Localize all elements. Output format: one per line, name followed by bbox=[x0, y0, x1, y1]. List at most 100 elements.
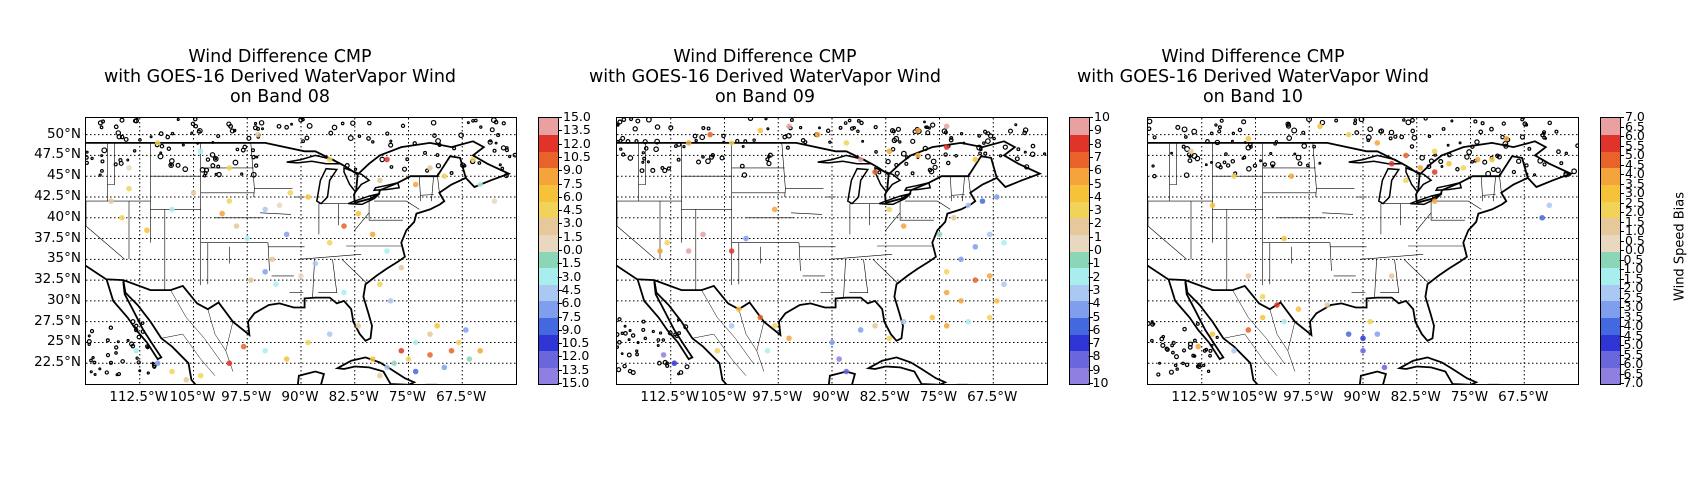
wind-bias-point bbox=[972, 277, 979, 283]
longitude-tick-label: 112.5°W bbox=[109, 389, 169, 405]
colorbar-tick bbox=[1620, 307, 1624, 308]
wind-bias-point bbox=[943, 323, 950, 329]
wind-bias-point bbox=[1446, 160, 1452, 167]
small-lake-outline bbox=[1286, 122, 1291, 127]
small-lake-outline bbox=[764, 118, 768, 121]
small-lake-outline bbox=[401, 166, 408, 172]
small-lake-outline bbox=[786, 132, 792, 139]
small-lake-outline bbox=[105, 338, 110, 343]
small-lake-outline bbox=[113, 124, 119, 130]
colorbar-tick-label: -2.0 bbox=[1619, 280, 1644, 295]
small-lake-outline bbox=[656, 338, 661, 342]
small-lake-outline bbox=[856, 129, 860, 133]
small-lake-outline bbox=[192, 118, 198, 122]
small-lake-outline bbox=[1204, 163, 1208, 167]
colorbar-tick bbox=[1620, 126, 1624, 128]
small-lake-outline bbox=[258, 120, 265, 126]
colorbar-segment bbox=[539, 184, 558, 202]
small-lake-outline bbox=[146, 371, 150, 375]
wind-bias-point bbox=[427, 331, 433, 337]
colorbar-tick bbox=[1620, 259, 1624, 261]
small-lake-outline bbox=[405, 157, 410, 162]
small-lake-outline bbox=[1171, 350, 1175, 355]
wind-bias-point bbox=[994, 194, 1000, 200]
small-lake-outline bbox=[1410, 118, 1415, 123]
small-lake-outline bbox=[665, 361, 669, 365]
small-lake-outline bbox=[622, 363, 627, 369]
small-lake-outline bbox=[371, 140, 375, 144]
wind-bias-point bbox=[843, 368, 850, 375]
small-lake-outline bbox=[1152, 135, 1157, 140]
small-lake-outline bbox=[203, 171, 208, 176]
coastline bbox=[1418, 140, 1574, 189]
colorbar-tick bbox=[1089, 223, 1093, 225]
wind-bias-point bbox=[398, 347, 405, 354]
small-lake-outline bbox=[1208, 353, 1212, 358]
small-lake-outline bbox=[1458, 141, 1462, 145]
latitude-tick-label: 42.5°N bbox=[34, 187, 81, 204]
small-lake-outline bbox=[904, 161, 909, 166]
wind-bias-point bbox=[1403, 152, 1409, 159]
small-lake-outline bbox=[120, 359, 125, 364]
colorbar-tick bbox=[558, 329, 562, 331]
small-lake-outline bbox=[1152, 322, 1156, 326]
small-lake-outline bbox=[306, 122, 313, 129]
title-line: with GOES-16 Derived WaterVapor Wind bbox=[1076, 67, 1430, 87]
state-border bbox=[638, 142, 646, 185]
colorbar-tick-label: 9.0 bbox=[563, 162, 583, 178]
wind-bias-point bbox=[664, 239, 670, 246]
small-lake-outline bbox=[894, 170, 900, 176]
small-lake-outline bbox=[1191, 128, 1198, 135]
state-border bbox=[341, 259, 368, 284]
title-line: on Band 09 bbox=[714, 87, 816, 107]
small-lake-outline bbox=[1378, 128, 1385, 134]
colorbar-tick-label: -1.5 bbox=[1619, 270, 1644, 286]
state-border bbox=[1312, 142, 1317, 198]
small-lake-outline bbox=[1148, 118, 1153, 125]
wind-bias-point bbox=[491, 198, 498, 204]
small-lake-outline bbox=[625, 139, 631, 144]
small-lake-outline bbox=[1519, 134, 1526, 140]
small-lake-outline bbox=[1478, 129, 1484, 135]
small-lake-outline bbox=[108, 360, 113, 365]
small-lake-outline bbox=[661, 338, 666, 342]
small-lake-outline bbox=[627, 338, 631, 342]
small-lake-outline bbox=[1217, 129, 1222, 134]
small-lake-outline bbox=[1426, 164, 1432, 170]
small-lake-outline bbox=[856, 118, 861, 123]
state-border bbox=[207, 309, 227, 351]
small-lake-outline bbox=[847, 118, 852, 123]
small-lake-outline bbox=[684, 364, 690, 370]
wind-bias-point bbox=[1188, 148, 1194, 155]
wind-bias-point bbox=[786, 335, 792, 342]
small-lake-outline bbox=[1464, 154, 1470, 160]
small-lake-outline bbox=[1405, 119, 1412, 126]
colorbar-tick bbox=[558, 383, 562, 384]
colorbar-segment bbox=[1070, 284, 1089, 302]
colorbar-tick-label: -3.0 bbox=[557, 268, 582, 284]
colorbar-segment bbox=[539, 334, 558, 352]
colorbar-segment bbox=[1070, 134, 1089, 152]
wind-bias-point bbox=[1431, 148, 1438, 155]
colorbar-tick-label: 10.5 bbox=[563, 148, 591, 164]
small-lake-outline bbox=[1164, 346, 1169, 351]
small-lake-outline bbox=[466, 121, 470, 125]
small-lake-outline bbox=[250, 148, 255, 153]
colorbar-tick-label: 7.0 bbox=[1625, 109, 1645, 124]
small-lake-outline bbox=[651, 329, 655, 334]
small-lake-outline bbox=[852, 125, 856, 130]
colorbar-tick-label: -4.0 bbox=[1619, 318, 1644, 333]
small-lake-outline bbox=[1210, 343, 1214, 347]
colorbar-segment bbox=[1070, 234, 1089, 252]
colorbar-tick bbox=[558, 289, 562, 291]
colorbar-tick-label: 6.5 bbox=[1625, 118, 1645, 134]
small-lake-outline bbox=[1433, 153, 1437, 157]
small-lake-outline bbox=[621, 152, 626, 157]
small-lake-outline bbox=[126, 158, 130, 162]
small-lake-outline bbox=[1151, 164, 1155, 168]
wind-bias-point bbox=[169, 368, 175, 375]
small-lake-outline bbox=[104, 370, 109, 375]
colorbar-tick bbox=[1620, 145, 1624, 147]
small-lake-outline bbox=[1150, 320, 1154, 324]
small-lake-outline bbox=[1410, 128, 1416, 134]
